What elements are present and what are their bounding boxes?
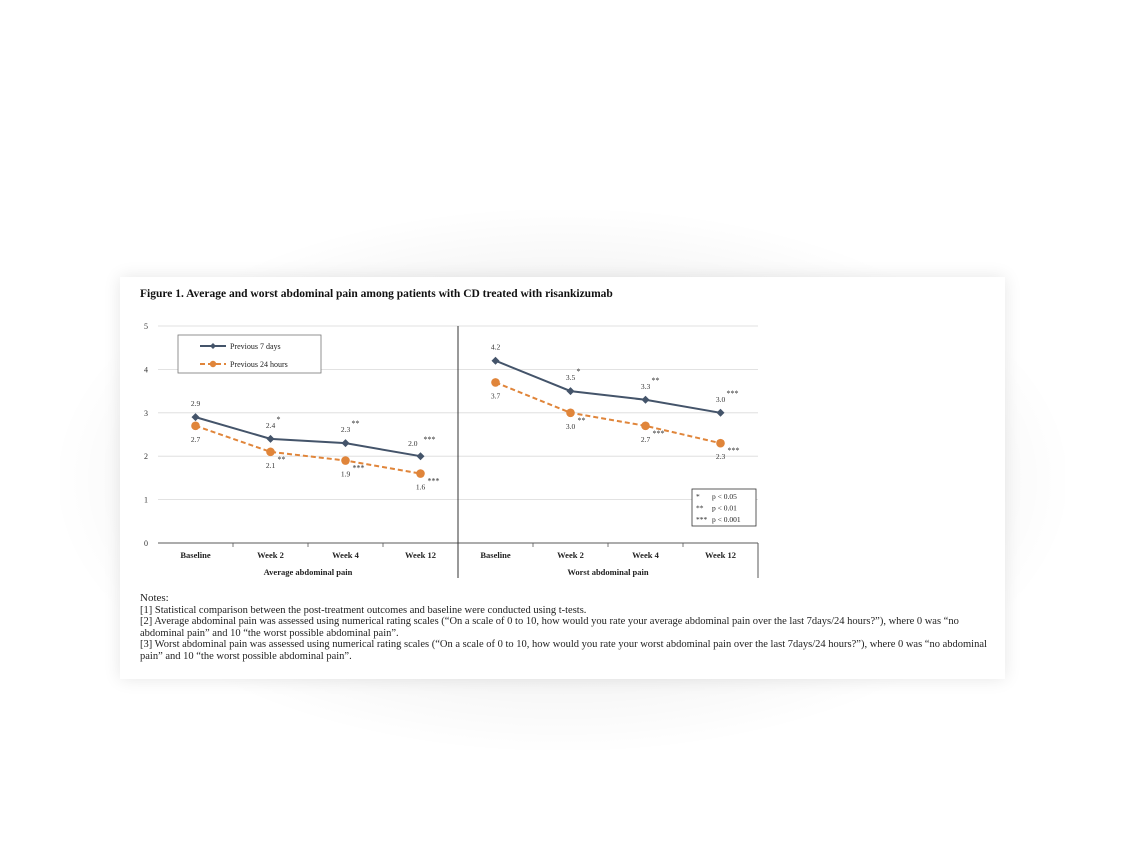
significance-stars: *** xyxy=(653,429,665,438)
data-label: 2.1 xyxy=(266,461,276,470)
x-category-label: Week 2 xyxy=(557,550,584,560)
x-category-label: Baseline xyxy=(180,550,210,560)
line-chart: 0 1 2 3 4 5 Baseline Week 2 Week 4 Week 12 Average… xyxy=(144,322,759,578)
significance-stars: *** xyxy=(728,446,740,455)
data-point-7d xyxy=(341,439,350,448)
figure-title: Figure 1. Average and worst abdominal pa… xyxy=(140,288,613,300)
notes-title: Notes: xyxy=(140,592,169,604)
significance-key-stars: ** xyxy=(696,504,704,513)
series-line-7d xyxy=(495,359,721,414)
note-2: [2] Average abdominal pain was assessed … xyxy=(140,616,959,639)
note-1: [1] Statistical comparison between the p… xyxy=(140,604,587,616)
x-category-label: Week 4 xyxy=(632,550,659,560)
series-line-24h xyxy=(495,381,721,445)
significance-stars: ** xyxy=(278,455,286,464)
x-category-label: Week 12 xyxy=(705,550,736,560)
x-category-label: Week 2 xyxy=(257,550,284,560)
data-label: 1.6 xyxy=(416,483,426,492)
data-label: 2.9 xyxy=(191,399,201,408)
x-category-label: Baseline xyxy=(480,550,510,560)
legend-box xyxy=(177,334,322,374)
significance-stars: * xyxy=(577,367,581,376)
notes: Notes: [1] Statistical comparison betwee… xyxy=(140,592,1000,663)
data-label: 3.5 xyxy=(566,373,576,382)
legend-label: Previous 7 days xyxy=(230,342,281,351)
data-point-24h xyxy=(641,421,650,431)
panel-label: Worst abdominal pain xyxy=(567,567,649,577)
legend-marker-24h xyxy=(209,360,217,368)
y-tick-label: 0 xyxy=(144,539,148,548)
data-point-7d xyxy=(266,434,275,443)
y-tick-label: 4 xyxy=(144,365,148,374)
significance-key-text: p < 0.001 xyxy=(712,515,741,524)
significance-key-stars: * xyxy=(696,492,700,501)
note-3: [3] Worst abdominal pain was assessed us… xyxy=(140,639,987,662)
data-label: 2.3 xyxy=(341,425,351,434)
significance-key-box xyxy=(691,488,757,527)
data-point-7d xyxy=(566,387,575,396)
significance-stars: ** xyxy=(578,416,586,425)
x-category-label: Week 12 xyxy=(405,550,436,560)
data-label: 2.7 xyxy=(191,435,201,444)
data-label: 3.0 xyxy=(716,395,726,404)
data-label: 2.3 xyxy=(716,452,726,461)
data-point-7d xyxy=(716,408,725,417)
y-tick-label: 1 xyxy=(144,496,148,505)
series-line-7d xyxy=(195,416,421,458)
significance-stars: *** xyxy=(428,477,440,486)
x-category-label: Week 4 xyxy=(332,550,359,560)
legend-marker-7d xyxy=(210,343,216,349)
data-label: 3.7 xyxy=(491,391,501,400)
data-point-7d xyxy=(191,413,200,422)
data-label: 2.4 xyxy=(266,421,276,430)
data-point-24h xyxy=(716,438,725,448)
significance-key-stars: *** xyxy=(696,515,708,524)
data-label: 3.0 xyxy=(566,422,576,431)
data-point-24h xyxy=(266,447,275,457)
significance-key-text: p < 0.05 xyxy=(712,492,737,501)
y-tick-label: 3 xyxy=(144,409,148,418)
significance-stars: * xyxy=(277,415,281,424)
significance-stars: *** xyxy=(424,435,436,444)
data-label: 2.7 xyxy=(641,435,651,444)
y-tick-label: 5 xyxy=(144,322,148,331)
significance-stars: ** xyxy=(652,376,660,385)
data-point-24h xyxy=(566,408,575,418)
data-point-7d xyxy=(641,395,650,404)
significance-stars: ** xyxy=(352,419,360,428)
data-point-7d xyxy=(491,356,500,365)
significance-key-text: p < 0.01 xyxy=(712,504,737,513)
data-point-24h xyxy=(191,421,200,431)
panel-label: Average abdominal pain xyxy=(264,567,353,577)
data-point-24h xyxy=(416,469,425,478)
data-point-7d xyxy=(416,452,425,461)
data-label: 1.9 xyxy=(341,470,351,479)
figure-card: Figure 1. Average and worst abdominal pa… xyxy=(120,277,1005,679)
significance-stars: *** xyxy=(353,464,365,473)
legend-label: Previous 24 hours xyxy=(230,360,288,369)
series-line-24h xyxy=(195,424,421,475)
y-tick-label: 2 xyxy=(144,452,148,461)
data-label: 4.2 xyxy=(491,343,501,352)
data-point-24h xyxy=(491,378,500,387)
significance-stars: *** xyxy=(727,389,739,398)
data-label: 2.0 xyxy=(408,439,418,448)
data-point-24h xyxy=(341,456,350,465)
data-label: 3.3 xyxy=(641,382,651,391)
